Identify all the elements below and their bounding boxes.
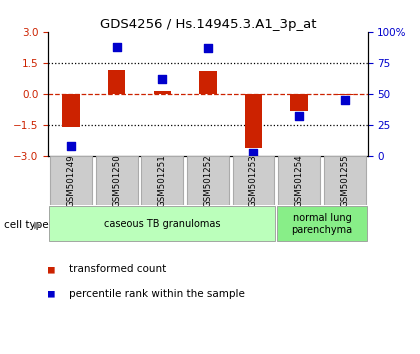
Text: ■: ■ (48, 289, 55, 299)
Text: cell type: cell type (4, 220, 49, 230)
Point (341, 97, 348, 103)
FancyBboxPatch shape (233, 156, 275, 205)
FancyBboxPatch shape (141, 156, 183, 205)
FancyBboxPatch shape (50, 156, 92, 205)
Bar (199, 71, 217, 94)
Point (205, 45, 211, 51)
Point (296, 113, 302, 119)
Bar (108, 70, 125, 94)
Text: ▶: ▶ (34, 220, 42, 230)
Point (159, 76, 165, 82)
Point (250, 150, 257, 156)
FancyBboxPatch shape (96, 156, 138, 205)
FancyBboxPatch shape (187, 156, 229, 205)
FancyBboxPatch shape (49, 206, 276, 241)
Text: GSM501251: GSM501251 (158, 154, 167, 207)
FancyBboxPatch shape (324, 156, 366, 205)
Bar (154, 91, 171, 94)
Text: caseous TB granulomas: caseous TB granulomas (104, 219, 220, 229)
Bar (336, 94, 353, 95)
Text: GSM501250: GSM501250 (112, 154, 121, 207)
Bar (245, 94, 262, 148)
Title: GDS4256 / Hs.14945.3.A1_3p_at: GDS4256 / Hs.14945.3.A1_3p_at (100, 18, 316, 31)
FancyBboxPatch shape (278, 156, 320, 205)
Point (113, 44, 120, 50)
Text: GSM501255: GSM501255 (340, 154, 349, 207)
Text: ■: ■ (48, 264, 55, 274)
FancyBboxPatch shape (277, 206, 367, 241)
Text: percentile rank within the sample: percentile rank within the sample (69, 289, 245, 299)
Text: GSM501254: GSM501254 (294, 154, 304, 207)
Text: GSM501253: GSM501253 (249, 154, 258, 207)
Bar (291, 94, 308, 112)
Bar (63, 94, 80, 127)
Text: normal lung
parenchyma: normal lung parenchyma (291, 213, 352, 235)
Text: GSM501252: GSM501252 (203, 154, 213, 207)
Text: GSM501249: GSM501249 (67, 154, 76, 207)
Text: transformed count: transformed count (69, 264, 167, 274)
Point (68, 143, 74, 149)
